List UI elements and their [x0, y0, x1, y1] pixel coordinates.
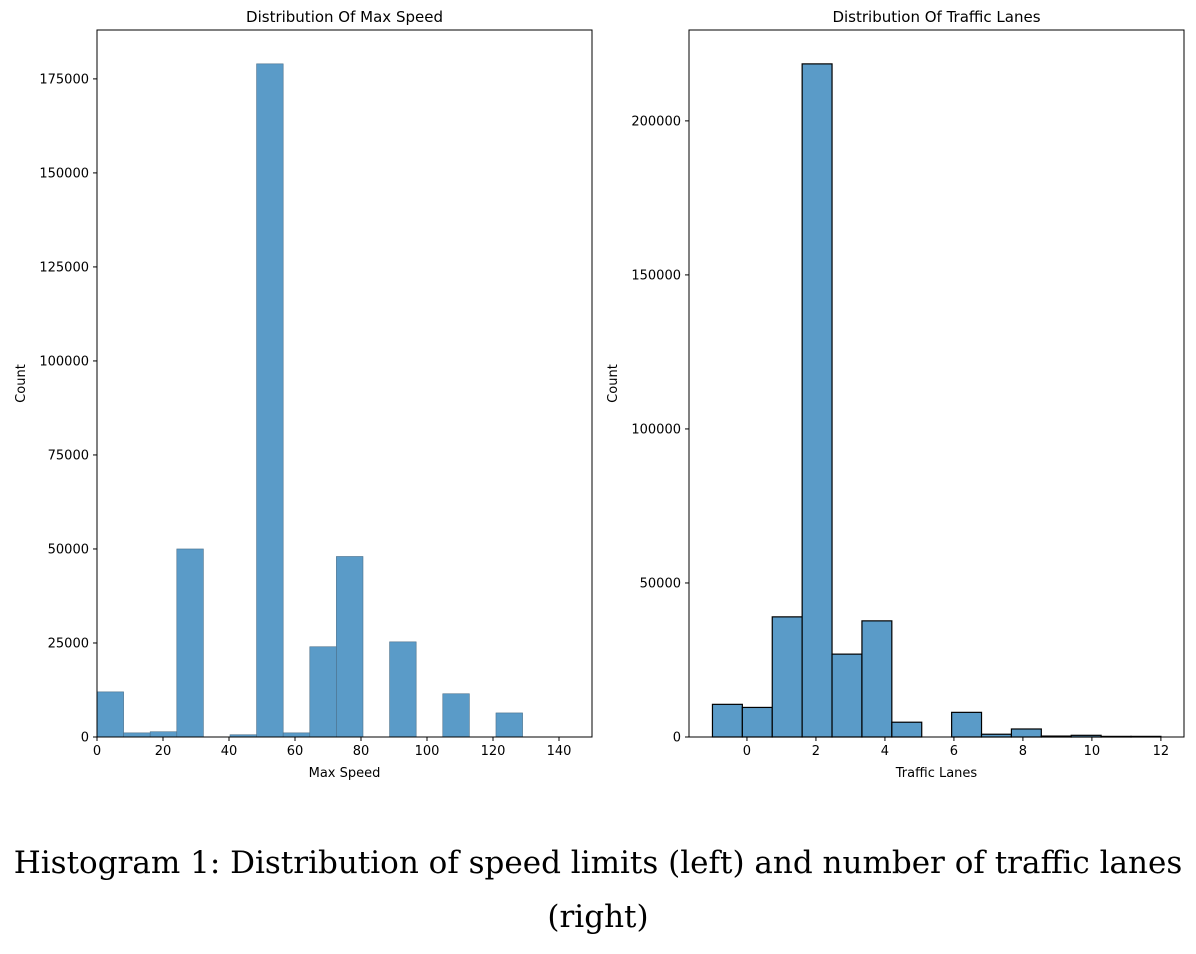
histogram-bar	[256, 63, 284, 738]
histogram-bar	[123, 732, 151, 738]
histogram-bar	[442, 693, 470, 738]
histogram-bar	[951, 711, 983, 738]
x-tick-label: 12	[1153, 744, 1170, 759]
x-tick-label: 80	[353, 744, 370, 759]
chart-1: 0 20 40 60 80 100 120 140 0 25000 50000 75000 100000…	[14, 8, 593, 781]
histogram-bar	[861, 620, 893, 738]
histogram-bar	[741, 706, 773, 738]
histogram-bar	[176, 548, 204, 738]
x-tick-label: 20	[155, 744, 172, 759]
histogram-bar	[831, 653, 863, 738]
histogram-bar	[282, 732, 311, 738]
histogram-bar	[309, 646, 337, 738]
histogram-bar	[771, 616, 803, 738]
histogram-bar	[801, 63, 833, 738]
x-tick-label: 4	[881, 744, 889, 759]
figure-caption: Histogram 1: Distribution of speed limit…	[0, 836, 1196, 944]
x-tick-label: 6	[950, 744, 958, 759]
x-tick-label: 10	[1084, 744, 1101, 759]
histogram-bar	[149, 731, 178, 738]
y-tick-label: 50000	[48, 542, 89, 557]
chart-title: Distribution Of Traffic Lanes	[832, 8, 1040, 26]
x-tick-label: 120	[481, 744, 506, 759]
x-tick-label: 8	[1019, 744, 1027, 759]
y-axis-label: Count	[606, 364, 621, 403]
plot-frame	[688, 29, 1185, 738]
caption-line-1: Histogram 1: Distribution of speed limit…	[13, 845, 1183, 881]
y-tick-label: 50000	[640, 576, 681, 591]
y-tick-label: 100000	[39, 354, 89, 369]
y-tick-label: 200000	[631, 114, 681, 129]
y-axis-label: Count	[14, 364, 29, 403]
x-axis-label: Traffic Lanes	[895, 766, 978, 781]
x-tick-label: 100	[415, 744, 440, 759]
chart-2: 0 2 4 6 8 10 12 0 50000 100000 150000 200000 Distrib…	[606, 8, 1185, 781]
y-tick-label: 0	[81, 731, 89, 746]
histogram-bar	[711, 703, 743, 738]
histogram-bar	[891, 721, 923, 738]
histogram-bar	[389, 641, 417, 738]
y-tick-label: 75000	[48, 448, 89, 463]
histogram-bar	[495, 712, 523, 738]
y-tick-label: 175000	[39, 72, 89, 87]
x-tick-label: 2	[812, 744, 820, 759]
histogram-bar	[1010, 728, 1042, 738]
y-tick-label: 125000	[39, 260, 89, 275]
histogram-bar	[336, 556, 364, 738]
y-tick-label: 25000	[48, 636, 89, 651]
histogram-figure: 0 20 40 60 80 100 120 1400250005000075000100000…	[14, 8, 1185, 781]
x-axis-label: Max Speed	[309, 766, 381, 781]
histogram-bar	[96, 691, 124, 738]
x-tick-label: 0	[93, 744, 101, 759]
plot-frame	[96, 29, 593, 738]
y-tick-label: 150000	[39, 166, 89, 181]
y-tick-label: 0	[673, 731, 681, 746]
y-tick-label: 150000	[631, 268, 681, 283]
y-tick-label: 100000	[631, 422, 681, 437]
x-tick-label: 0	[743, 744, 751, 759]
x-tick-label: 60	[287, 744, 304, 759]
x-tick-label: 140	[547, 744, 572, 759]
chart-title: Distribution Of Max Speed	[246, 8, 443, 26]
x-tick-label: 40	[221, 744, 238, 759]
caption-line-2: (right)	[547, 899, 649, 935]
